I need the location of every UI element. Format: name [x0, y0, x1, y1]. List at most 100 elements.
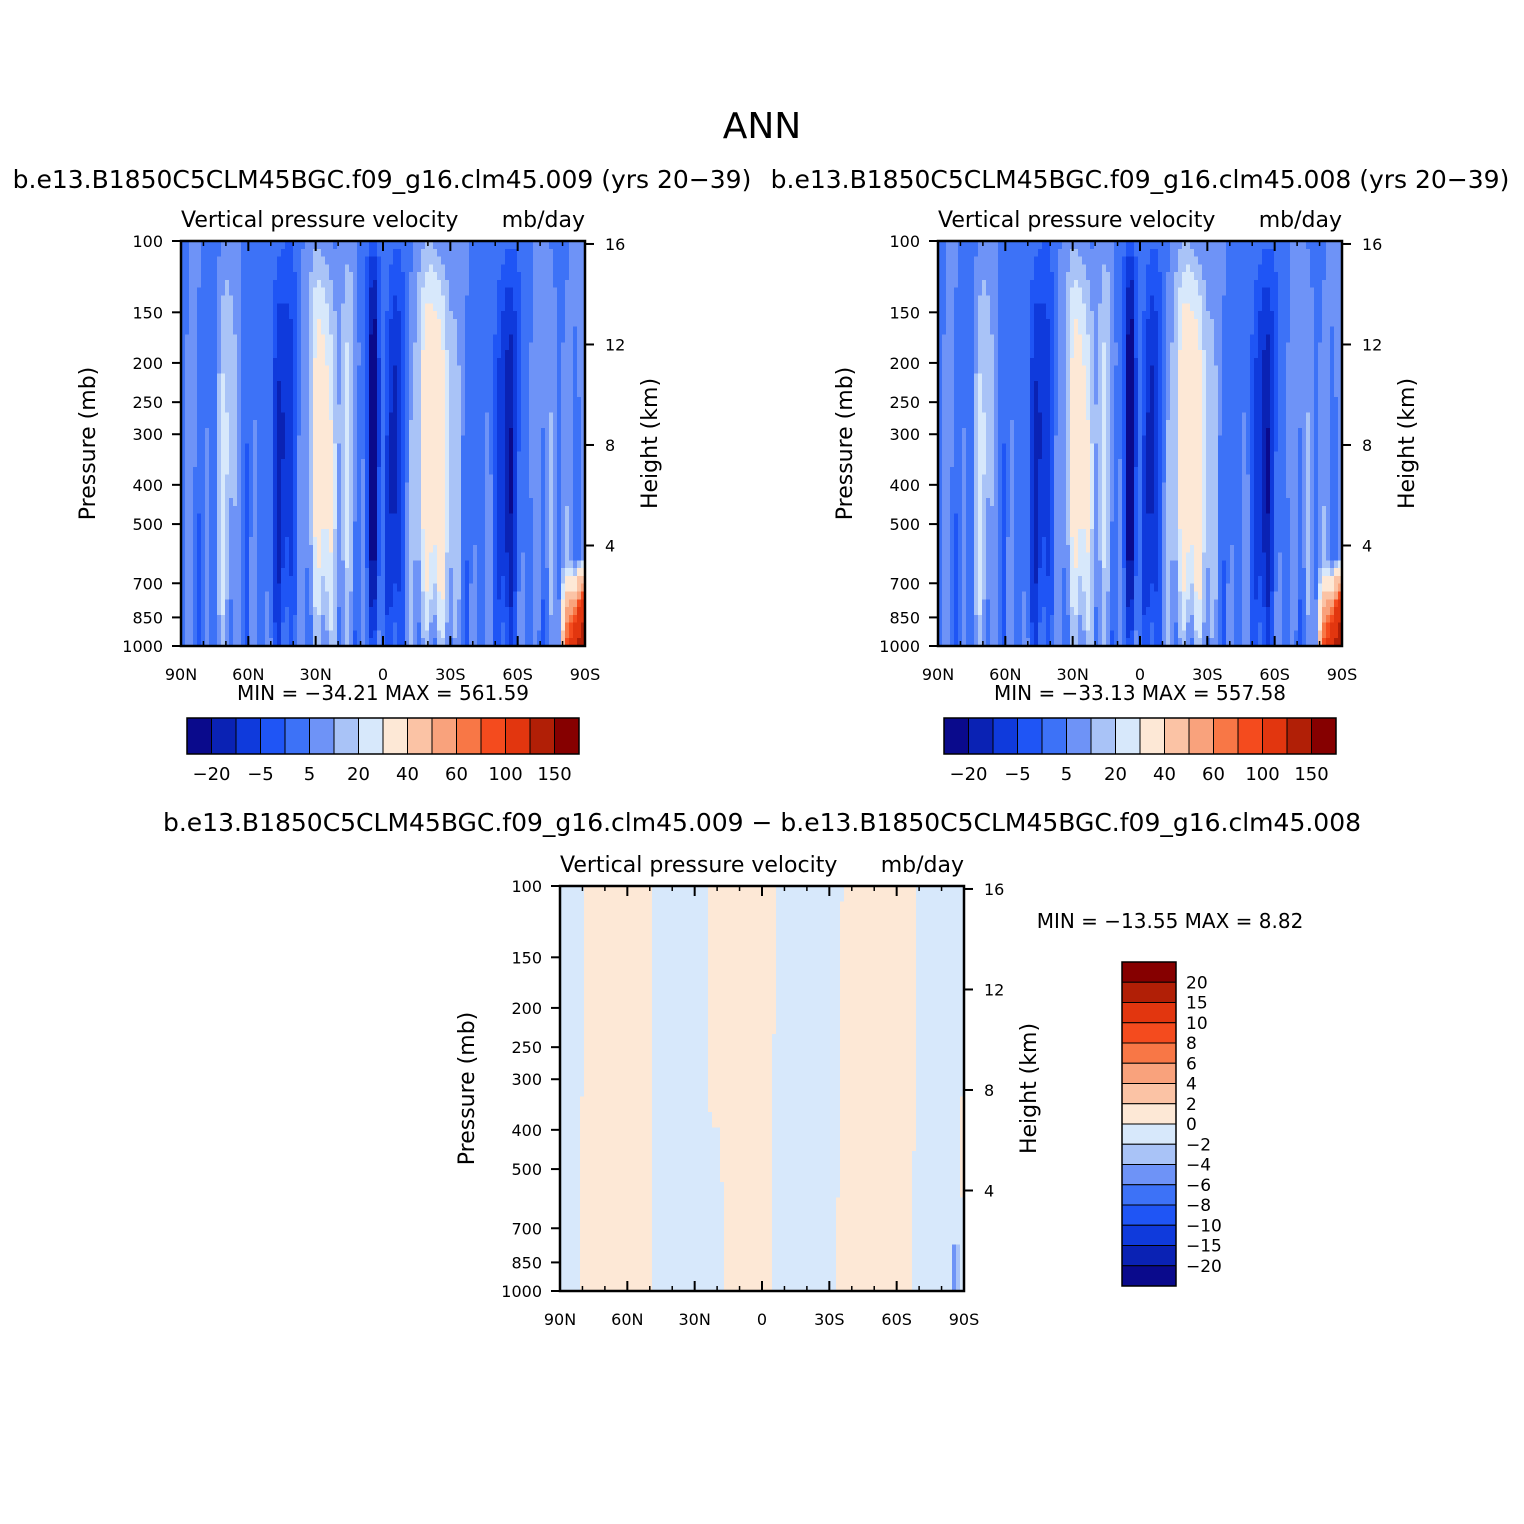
field-cell	[557, 521, 562, 530]
field-cell	[269, 505, 274, 515]
field-cell	[413, 435, 418, 445]
field-cell	[337, 412, 342, 421]
field-cell	[525, 334, 530, 343]
field-cell	[517, 536, 522, 546]
field-cell	[521, 256, 526, 265]
field-cell	[345, 443, 350, 452]
field-cell	[517, 256, 522, 265]
field-cell	[501, 552, 506, 561]
field-cell	[545, 521, 550, 530]
field-cell	[441, 513, 446, 522]
field-cell	[293, 420, 298, 429]
field-cell	[329, 396, 334, 406]
field-cell	[369, 396, 374, 406]
field-cell	[353, 552, 358, 561]
field-cell	[233, 474, 238, 484]
field-cell	[517, 334, 522, 343]
field-cell	[509, 490, 514, 499]
field-cell	[233, 568, 238, 577]
field-cell	[473, 498, 478, 507]
field-cell	[389, 451, 394, 460]
field-cell	[573, 311, 578, 320]
field-cell	[277, 427, 282, 437]
field-cell	[253, 482, 258, 491]
field-cell	[577, 295, 582, 304]
field-cell	[373, 482, 378, 491]
field-cell	[429, 536, 434, 546]
field-cell	[373, 529, 378, 538]
field-cell	[373, 614, 378, 624]
field-cell	[325, 256, 330, 265]
field-cell	[505, 466, 510, 476]
field-cell	[345, 287, 350, 297]
field-cell	[221, 248, 226, 258]
field-cell	[281, 490, 286, 499]
field-cell	[509, 311, 514, 320]
field-cell	[249, 388, 254, 398]
field-cell	[445, 607, 450, 616]
field-cell	[457, 575, 462, 585]
field-cell	[365, 350, 370, 359]
field-cell	[389, 334, 394, 343]
field-cell	[277, 334, 282, 343]
field-cell	[349, 357, 354, 367]
field-cell	[289, 318, 294, 328]
field-cell	[221, 241, 226, 250]
field-cell	[245, 575, 250, 585]
field-cell	[301, 575, 306, 585]
field-cell	[405, 381, 410, 390]
field-cell	[553, 365, 558, 375]
field-cell	[321, 575, 326, 585]
field-cell	[193, 607, 198, 616]
field-cell	[517, 583, 522, 593]
field-cell	[541, 498, 546, 507]
field-cell	[433, 350, 438, 359]
field-cell	[529, 272, 534, 281]
field-cell	[361, 466, 366, 476]
field-cell	[565, 373, 570, 382]
field-cell	[257, 466, 262, 476]
field-cell	[329, 435, 334, 445]
field-cell	[253, 357, 258, 367]
field-cell	[497, 599, 502, 608]
field-cell	[509, 396, 514, 406]
field-cell	[209, 381, 214, 390]
field-cell	[469, 521, 474, 530]
field-cell	[433, 381, 438, 390]
field-cell	[257, 318, 262, 328]
field-cell	[493, 505, 498, 515]
field-cell	[341, 396, 346, 406]
field-cell	[401, 248, 406, 258]
field-cell	[433, 544, 438, 554]
field-cell	[261, 482, 266, 491]
field-cell	[349, 396, 354, 406]
field-cell	[485, 482, 490, 491]
field-cell	[541, 614, 546, 624]
field-cell	[237, 295, 242, 304]
field-cell	[581, 575, 586, 585]
field-cell	[245, 552, 250, 561]
field-cell	[561, 459, 566, 468]
field-cell	[421, 427, 426, 437]
field-cell	[389, 498, 394, 507]
field-cell	[217, 435, 222, 445]
field-cell	[253, 350, 258, 359]
field-cell	[545, 279, 550, 289]
field-cell	[265, 536, 270, 546]
field-cell	[341, 513, 346, 522]
field-cell	[189, 560, 194, 569]
field-cell	[405, 412, 410, 421]
field-cell	[365, 279, 370, 289]
field-cell	[197, 505, 202, 515]
field-cell	[317, 248, 322, 258]
field-cell	[525, 435, 530, 445]
field-cell	[365, 388, 370, 398]
field-cell	[197, 396, 202, 406]
field-cell	[365, 412, 370, 421]
field-cell	[461, 420, 466, 429]
field-cell	[217, 326, 222, 336]
field-cell	[445, 599, 450, 608]
field-cell	[245, 599, 250, 608]
field-cell	[273, 318, 278, 328]
contour-field	[181, 241, 586, 647]
